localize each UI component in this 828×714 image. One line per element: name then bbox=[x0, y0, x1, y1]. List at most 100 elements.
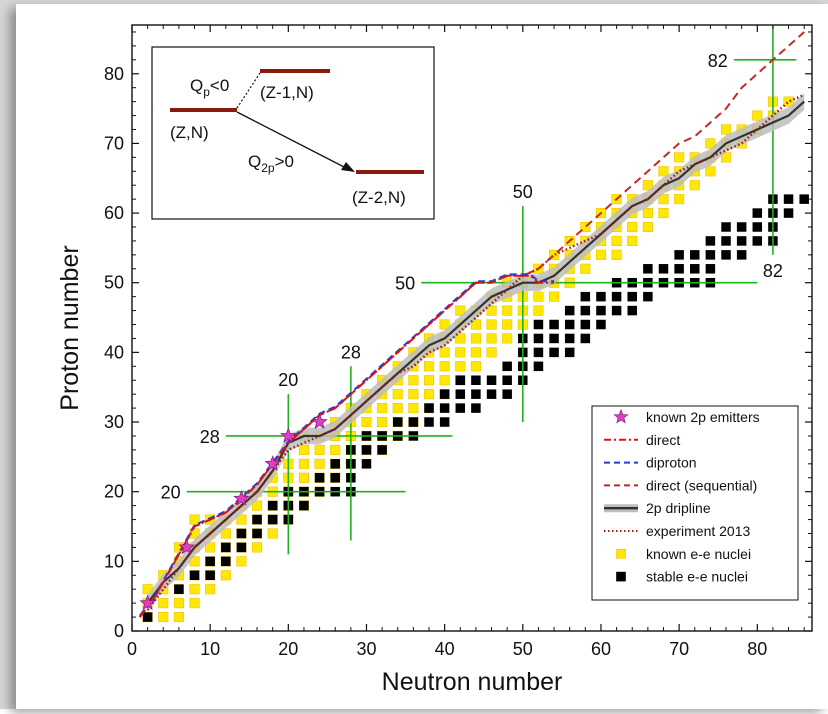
y-tick-label: 20 bbox=[104, 482, 124, 502]
stable-ee-nucleus bbox=[221, 556, 231, 567]
magic-proton-label: 82 bbox=[708, 51, 728, 71]
known-ee-nucleus bbox=[674, 194, 685, 205]
q2p-symbol: Q bbox=[248, 152, 261, 171]
stable-ee-nucleus bbox=[705, 236, 716, 246]
stable-ee-nucleus bbox=[799, 194, 809, 204]
stable-ee-nucleus bbox=[314, 473, 325, 483]
known-ee-nucleus bbox=[455, 361, 466, 372]
stable-ee-nucleus bbox=[627, 305, 637, 316]
stable-ee-nucleus bbox=[174, 584, 184, 594]
stable-ee-nucleus bbox=[690, 264, 700, 274]
known-ee-nucleus bbox=[158, 598, 169, 609]
known-ee-nucleus bbox=[252, 500, 263, 511]
qp-subscript: p bbox=[203, 85, 210, 99]
level-zn-label: (Z,N) bbox=[170, 123, 209, 142]
known-ee-nucleus bbox=[705, 166, 716, 177]
x-tick-label: 0 bbox=[127, 639, 137, 659]
series-experiment-2013 bbox=[146, 93, 805, 611]
known-ee-nucleus bbox=[189, 598, 200, 609]
known-ee-nucleus bbox=[392, 389, 403, 400]
y-axis-title: Proton number bbox=[56, 245, 84, 410]
stable-ee-nucleus bbox=[674, 250, 684, 260]
magic-neutron-label: 82 bbox=[763, 261, 783, 281]
stable-ee-nucleus bbox=[643, 291, 653, 302]
stable-ee-nucleus bbox=[502, 389, 512, 399]
stable-ee-nucleus bbox=[580, 291, 591, 302]
legend-square-icon bbox=[616, 548, 626, 559]
axes-layer: 0 10 20 30 40 50 60 70 80 0 10 20 30 40 50 60 70 80 20 28 50… bbox=[104, 25, 812, 659]
stable-ee-nucleus bbox=[361, 445, 372, 455]
known-ee-nucleus bbox=[486, 347, 497, 358]
stable-ee-nucleus bbox=[142, 612, 153, 622]
known-ee-nucleus bbox=[470, 361, 481, 372]
known-ee-nucleus bbox=[752, 110, 763, 121]
known-ee-nucleus bbox=[408, 389, 419, 400]
known-ee-nucleus bbox=[298, 458, 310, 469]
x-axis-title: Neutron number bbox=[382, 668, 563, 696]
known-ee-nucleus bbox=[236, 514, 247, 525]
stable-ee-nucleus bbox=[596, 305, 606, 316]
magic-neutron-label: 20 bbox=[278, 370, 298, 390]
stable-ee-nucleus bbox=[549, 319, 559, 330]
known-ee-nucleus bbox=[502, 333, 513, 344]
qp-transition-line bbox=[236, 72, 261, 109]
x-tick-label: 50 bbox=[513, 639, 533, 659]
known-ee-nucleus bbox=[658, 194, 669, 205]
stable-ee-nucleus bbox=[643, 264, 653, 274]
stable-ee-nucleus bbox=[596, 319, 606, 330]
stable-ee-nucleus bbox=[690, 250, 700, 260]
known-ee-nucleus bbox=[189, 514, 200, 525]
figure-card: 0 10 20 30 40 50 60 70 80 0 10 20 30 40 50 60 70 80 20 28 50… bbox=[16, 4, 828, 709]
stable-ee-nucleus bbox=[330, 473, 340, 483]
legend-label: diproton bbox=[646, 455, 697, 471]
known-ee-nucleus bbox=[298, 444, 310, 455]
stable-ee-nucleus bbox=[252, 514, 262, 525]
known-ee-nucleus bbox=[439, 375, 450, 386]
x-tick-label: 40 bbox=[435, 639, 455, 659]
stable-ee-nucleus bbox=[502, 361, 512, 372]
known-ee-nucleus bbox=[455, 347, 466, 358]
y-tick-label: 10 bbox=[104, 551, 124, 571]
stable-ee-nucleus bbox=[533, 361, 544, 372]
y-tick-label: 70 bbox=[104, 133, 124, 153]
stable-ee-nucleus bbox=[455, 403, 466, 413]
known-ee-nucleus bbox=[236, 556, 247, 567]
qp-label: Qp<0 bbox=[190, 76, 229, 99]
q2p-label: Q2p>0 bbox=[248, 152, 294, 175]
stable-ee-nucleus bbox=[752, 208, 763, 218]
known-ee-nucleus bbox=[580, 221, 591, 233]
stable-ee-nucleus bbox=[189, 570, 200, 581]
chart: 0 10 20 30 40 50 60 70 80 0 10 20 30 40 50 60 70 80 20 28 50… bbox=[56, 24, 813, 696]
stable-ee-nucleus bbox=[424, 417, 434, 427]
stable-ee-nucleus bbox=[580, 319, 591, 330]
legend: known 2p emitters direct diproton direct (s… bbox=[591, 405, 799, 601]
known-ee-nucleus bbox=[439, 347, 450, 358]
series-direct bbox=[138, 274, 555, 618]
known-ee-nucleus bbox=[423, 375, 435, 386]
data-layer bbox=[138, 25, 809, 623]
known-ee-nucleus bbox=[455, 333, 466, 344]
stable-ee-nucleus bbox=[736, 222, 747, 232]
stable-ee-nucleus bbox=[455, 389, 466, 399]
stable-ee-nucleus bbox=[408, 417, 419, 427]
y-tick-label: 30 bbox=[104, 412, 124, 432]
known-ee-nucleus bbox=[502, 319, 513, 330]
known-ee-nucleus bbox=[252, 542, 263, 553]
stable-ee-nucleus bbox=[580, 333, 591, 344]
known-ee-nucleus bbox=[502, 305, 513, 316]
stable-ee-nucleus bbox=[783, 194, 794, 204]
stable-ee-nucleus bbox=[549, 347, 559, 358]
stable-ee-nucleus bbox=[564, 347, 575, 358]
legend-label: known 2p emitters bbox=[646, 409, 760, 425]
stable-ee-nucleus bbox=[736, 236, 747, 246]
stable-ee-nucleus bbox=[721, 250, 731, 260]
stable-ee-nucleus bbox=[361, 459, 372, 469]
q2p-subscript: 2p bbox=[261, 161, 275, 175]
stable-ee-nucleus bbox=[549, 333, 559, 344]
magic-proton-label: 20 bbox=[161, 483, 181, 503]
known-ee-nucleus bbox=[423, 361, 435, 372]
known-ee-nucleus bbox=[361, 416, 372, 428]
level-z1n-label: (Z-1,N) bbox=[260, 83, 314, 102]
x-tick-label: 20 bbox=[278, 639, 298, 659]
x-tick-label: 10 bbox=[200, 639, 220, 659]
